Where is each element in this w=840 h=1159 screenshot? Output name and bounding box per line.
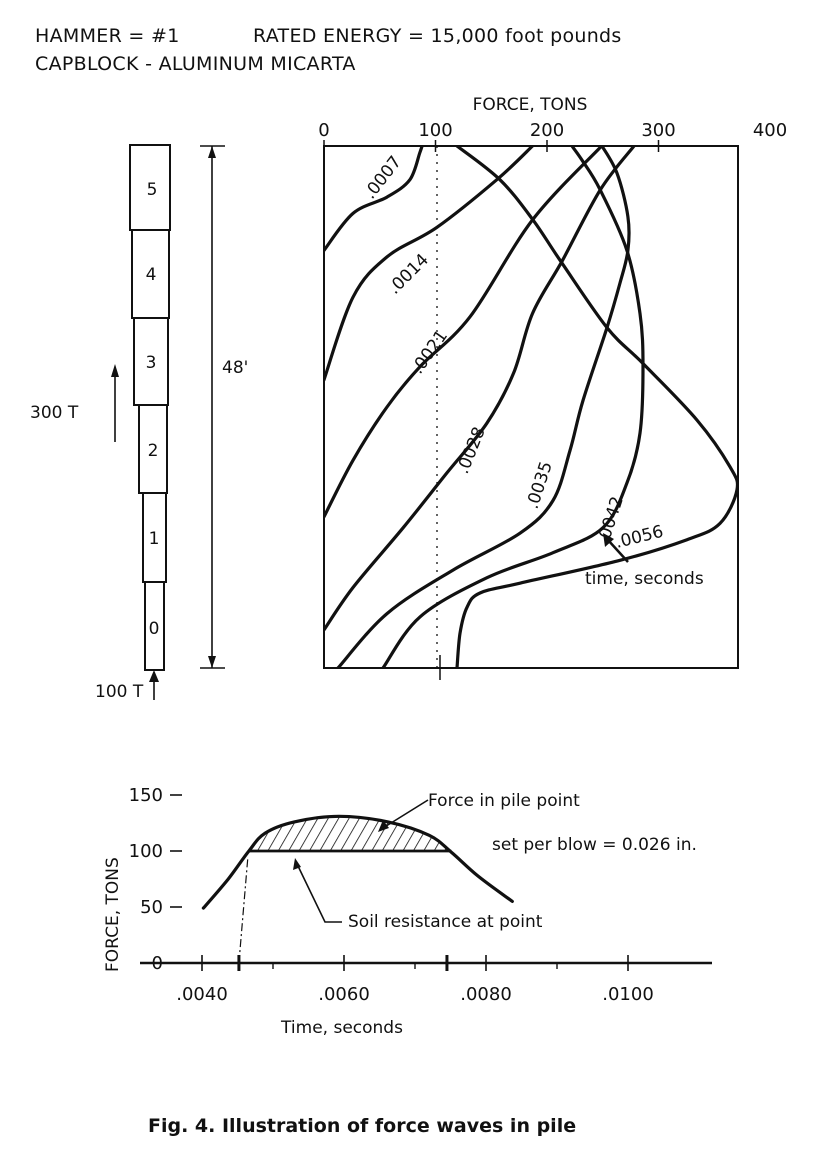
hatched-area — [248, 816, 452, 853]
wave-curve-0042 — [381, 146, 645, 668]
wave-curve-0056 — [455, 146, 738, 668]
segment-label: 5 — [147, 180, 158, 200]
force-in-pile-point-label: Force in pile point — [428, 791, 580, 811]
onset-dash-line — [238, 856, 249, 964]
segment-label: 0 — [149, 619, 160, 639]
figure-caption: Fig. 4. Illustration of force waves in p… — [148, 1115, 576, 1137]
point-force-label: 100 T — [95, 682, 144, 702]
pile-segment — [129, 144, 171, 231]
upper-x-tick-label: 0 — [318, 120, 329, 141]
upper-x-tick-label: 200 — [530, 120, 564, 141]
curve-time-label: .0021 — [408, 327, 452, 378]
capblock-label: CAPBLOCK - ALUMINUM MICARTA — [35, 53, 356, 75]
wave-curve-0035 — [336, 146, 631, 668]
wave-curve-0007 — [324, 146, 424, 252]
x-tick-label: .0040 — [176, 984, 228, 1005]
force-in-pile-point-curve — [201, 814, 514, 910]
segment-label: 2 — [148, 441, 159, 461]
lower-y-axis-title: FORCE, TONS — [103, 857, 123, 972]
force-wave-chart: FORCE, TONS 0 100 200 300 400 .0007 .0014 .002… — [318, 95, 787, 680]
arrow-icon — [378, 820, 389, 832]
annotation-arrow — [607, 539, 629, 563]
segment-label: 1 — [149, 529, 160, 549]
segment-label: 3 — [146, 353, 157, 373]
pile-diagram: 5 4 3 2 1 0 48' 300 T 100 T — [30, 144, 248, 702]
upper-x-tick-label: 100 — [418, 120, 452, 141]
x-tick-label: .0080 — [460, 984, 512, 1005]
upper-x-tick-label: 400 — [753, 120, 787, 141]
arrow-up-icon — [149, 670, 159, 682]
arrow-down-icon — [208, 656, 216, 668]
y-tick-label: 150 — [129, 785, 163, 806]
upper-x-tick-label: 300 — [641, 120, 675, 141]
pile-segment — [138, 404, 168, 494]
arrow-up-icon — [208, 146, 216, 158]
arrow-icon — [603, 533, 614, 547]
rated-energy-label: RATED ENERGY = 15,000 foot pounds — [253, 25, 622, 47]
wave-force-label: 300 T — [30, 403, 79, 423]
y-tick-label: 100 — [129, 841, 163, 862]
x-tick-label: .0100 — [602, 984, 654, 1005]
arrow-icon — [293, 858, 301, 870]
curve-time-label: .0014 — [384, 250, 433, 299]
set-per-blow-annotation: set per blow = 0.026 in. — [492, 835, 697, 855]
pile-point-force-chart: FORCE, TONS .0040 .0060 .0080 .0100 0 50 100 15… — [103, 785, 712, 1038]
soil-leader-line — [297, 865, 342, 923]
upper-x-axis-title: FORCE, TONS — [473, 95, 588, 115]
y-tick-label: 50 — [140, 897, 163, 918]
arrow-up-icon — [111, 364, 119, 377]
curve-time-label: .0007 — [360, 152, 406, 203]
y-tick-label: 0 — [152, 953, 163, 974]
wave-curve-0021 — [324, 146, 604, 519]
soil-resistance-label: Soil resistance at point — [348, 912, 543, 932]
lower-x-axis-title: Time, seconds — [280, 1018, 403, 1038]
hammer-label: HAMMER = #1 — [35, 25, 180, 47]
segment-label: 4 — [146, 265, 157, 285]
time-seconds-annotation: time, seconds — [585, 569, 704, 589]
curve-time-label: .0028 — [453, 424, 490, 477]
wave-curve-0028 — [324, 146, 636, 632]
x-tick-label: .0060 — [318, 984, 370, 1005]
pile-length-label: 48' — [222, 358, 248, 378]
force-leader-line — [382, 799, 429, 829]
pile-segment — [144, 581, 165, 671]
